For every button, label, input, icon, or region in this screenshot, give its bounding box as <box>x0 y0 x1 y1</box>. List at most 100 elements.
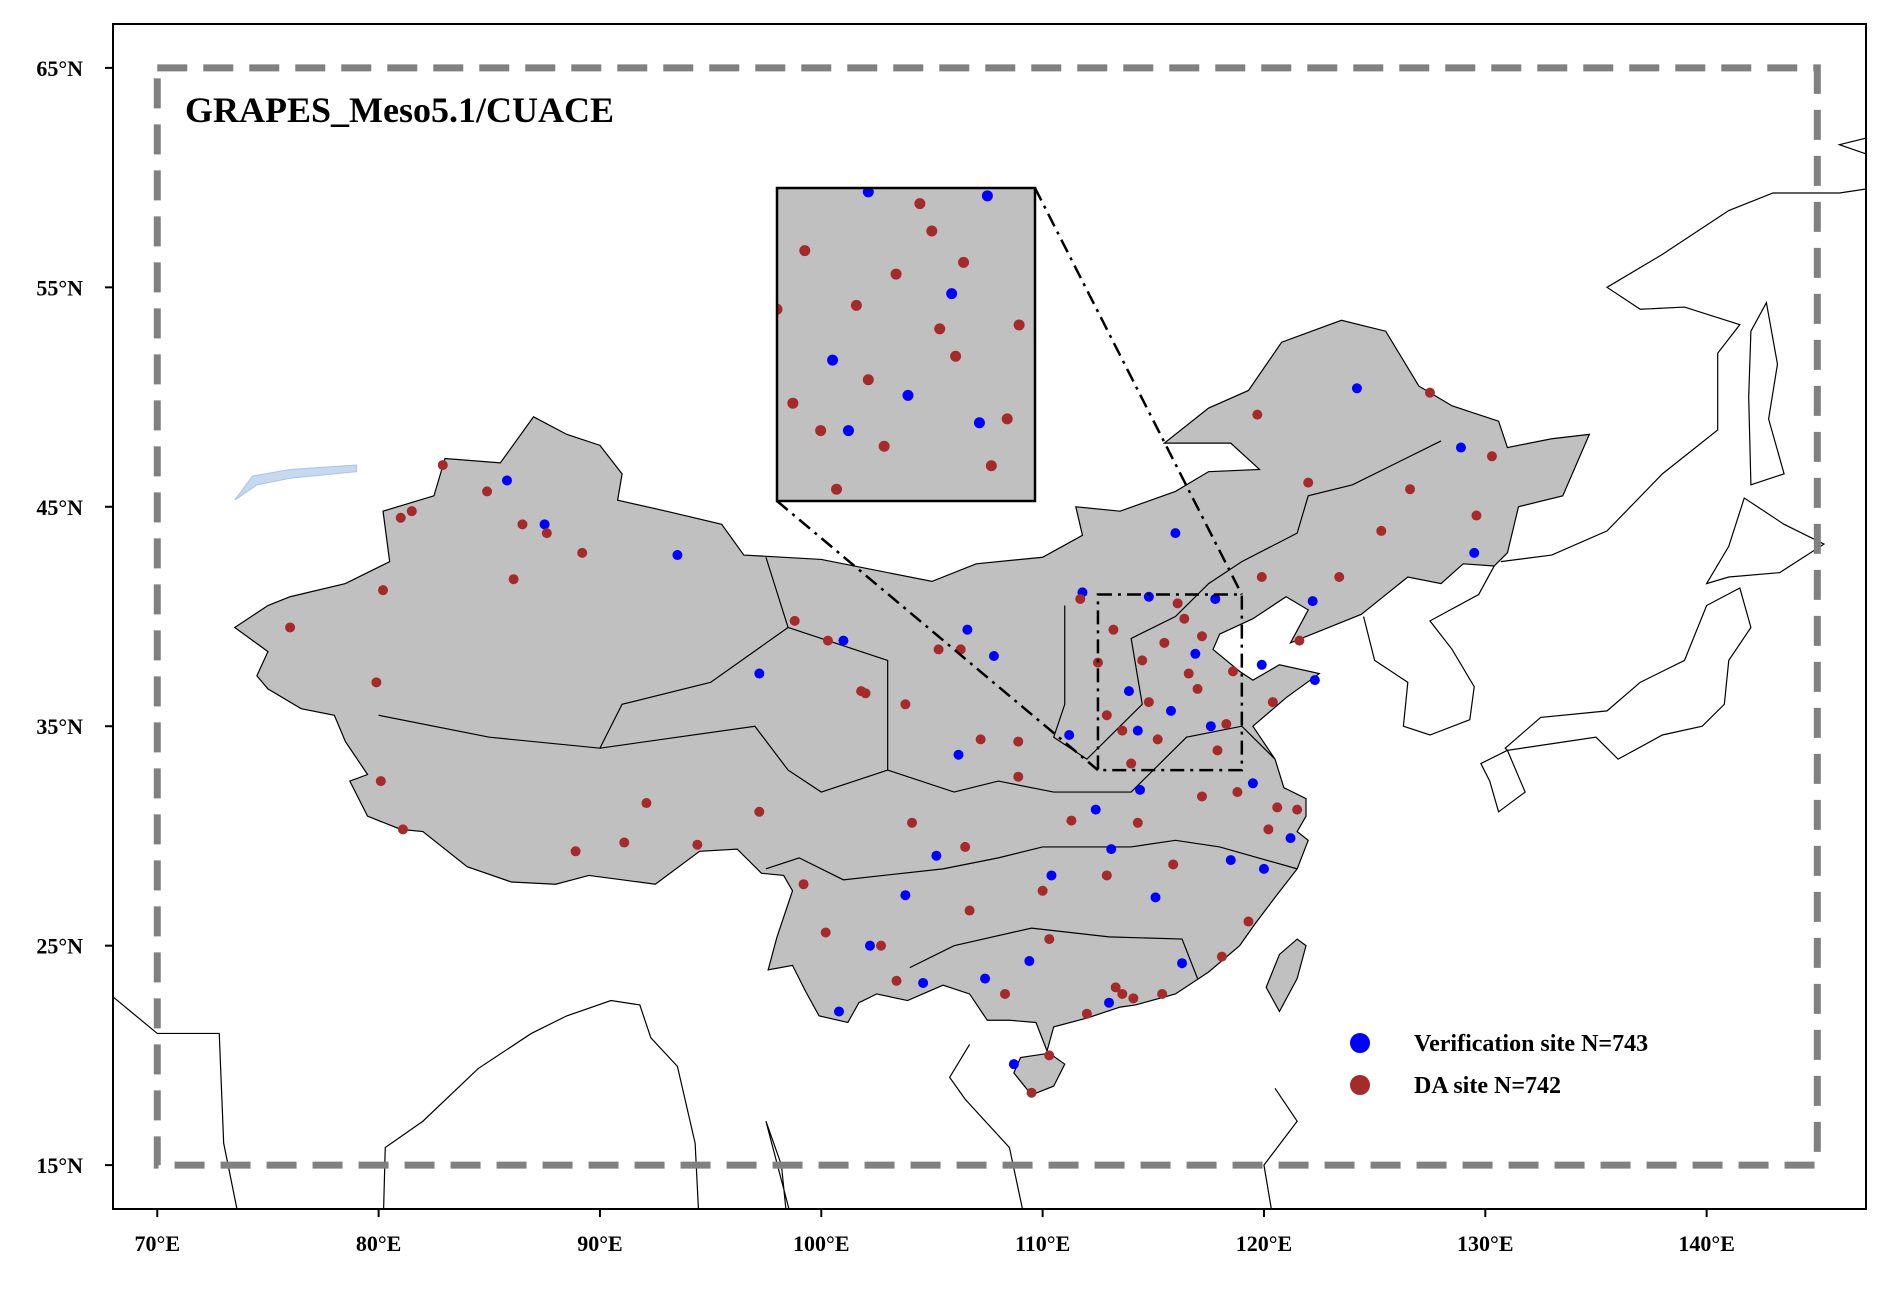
inset-site <box>946 288 958 300</box>
coastline <box>950 1044 1027 1231</box>
site <box>1081 1008 1092 1019</box>
site <box>1157 988 1168 999</box>
x-tick-label: 110°E <box>1015 1231 1070 1256</box>
site <box>1307 596 1318 607</box>
x-tick-label: 120°E <box>1236 1231 1292 1256</box>
inset-site <box>1001 413 1013 425</box>
site <box>1216 951 1227 962</box>
province-border <box>600 627 888 792</box>
site <box>672 550 683 561</box>
inset-site <box>605 895 616 906</box>
connector <box>776 500 1099 772</box>
inset-site <box>720 433 731 444</box>
site <box>1101 870 1112 881</box>
site <box>1405 484 1416 495</box>
site <box>838 635 849 646</box>
site <box>1212 745 1223 756</box>
inset-site <box>426 378 437 389</box>
y-tick-label: 35°N <box>36 714 83 739</box>
inset-site <box>815 425 827 437</box>
site <box>864 940 875 951</box>
site <box>1106 844 1117 855</box>
site <box>1008 1059 1019 1070</box>
site <box>1092 657 1103 668</box>
site <box>1075 593 1086 604</box>
inset-site <box>850 299 862 311</box>
inset-site <box>981 190 993 202</box>
inset-site <box>164 570 175 581</box>
inset-site <box>1446 108 1457 119</box>
site <box>1110 982 1121 993</box>
site <box>1179 613 1190 624</box>
inset-site <box>1022 535 1033 546</box>
site <box>900 699 911 710</box>
inset-site <box>831 483 843 495</box>
site <box>1285 833 1296 844</box>
inset-site <box>525 280 536 291</box>
site <box>988 651 999 661</box>
site <box>1170 528 1181 539</box>
site <box>960 841 971 852</box>
site <box>1128 993 1139 1004</box>
site <box>1232 787 1243 798</box>
province-border <box>1054 441 1441 759</box>
inset-site <box>878 440 890 452</box>
site <box>641 798 652 809</box>
inset-site <box>283 785 294 796</box>
inset-site <box>1085 374 1096 385</box>
inset-site <box>1065 308 1076 319</box>
site <box>692 839 703 850</box>
inset-background <box>777 188 1035 501</box>
x-tick-label: 100°E <box>793 1231 849 1256</box>
province-border <box>888 726 1275 792</box>
x-tick-label: 80°E <box>356 1231 401 1256</box>
site <box>907 817 918 828</box>
inset-site <box>1331 0 1342 6</box>
inset-site <box>244 699 255 710</box>
site <box>975 734 986 745</box>
inset-site <box>973 417 985 429</box>
y-tick-label: 15°N <box>36 1153 83 1178</box>
inset-site <box>862 188 874 198</box>
site <box>900 890 911 901</box>
site <box>1376 525 1387 536</box>
inset-sites <box>164 0 1457 1031</box>
site <box>577 547 588 558</box>
site <box>1046 870 1057 881</box>
x-tick-label: 130°E <box>1457 1231 1513 1256</box>
x-tick-label: 90°E <box>577 1231 622 1256</box>
site <box>1252 409 1263 420</box>
site <box>397 824 408 835</box>
site <box>508 574 519 585</box>
inset-site <box>486 280 497 291</box>
site <box>1013 771 1024 782</box>
inset-site <box>787 397 799 409</box>
site <box>822 635 833 646</box>
y-tick-label: 25°N <box>36 934 83 959</box>
province-border <box>910 928 1198 978</box>
site <box>1183 668 1194 679</box>
site <box>1351 383 1362 394</box>
hainan <box>1014 1053 1065 1095</box>
inset-site <box>950 350 962 362</box>
inset-site <box>914 198 926 210</box>
frame <box>112 23 1867 1210</box>
inset-site <box>458 875 469 886</box>
site <box>1272 802 1283 813</box>
site <box>371 677 382 688</box>
site <box>1469 547 1480 558</box>
inset-site <box>307 926 318 937</box>
legend-marker <box>1350 1075 1370 1095</box>
inset-site <box>934 323 946 335</box>
coastline <box>1481 750 1525 811</box>
inset-site <box>799 245 811 257</box>
site <box>820 927 831 938</box>
inset-site <box>621 1020 632 1031</box>
inset-site <box>315 265 326 276</box>
inset-site <box>1157 194 1168 205</box>
site <box>1190 648 1201 659</box>
site <box>754 806 765 817</box>
y-tick-label: 65°N <box>36 56 83 81</box>
inset-site <box>744 179 755 190</box>
coastline <box>1839 134 1883 160</box>
